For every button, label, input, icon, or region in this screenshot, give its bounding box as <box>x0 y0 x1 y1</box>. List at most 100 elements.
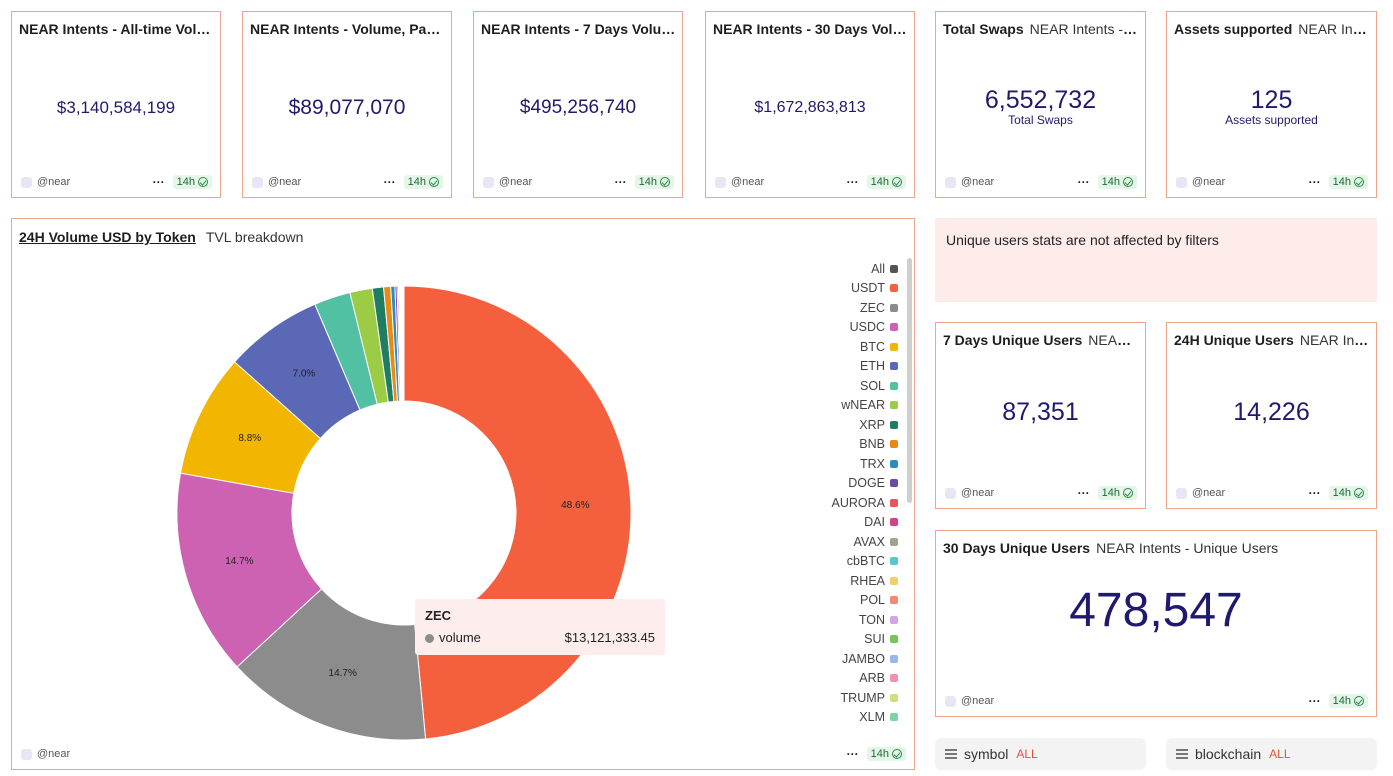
legend-item-sui[interactable]: SUI <box>803 630 898 650</box>
legend-swatch <box>890 323 898 332</box>
legend-item-sol[interactable]: SOL <box>803 376 898 396</box>
tab-tvl-breakdown[interactable]: TVL breakdown <box>205 229 304 245</box>
author[interactable]: @near <box>37 176 71 188</box>
card-footer: @near ··· 14h <box>945 173 1137 191</box>
legend-item-xlm[interactable]: XLM <box>803 708 898 728</box>
legend-item-avax[interactable]: AVAX <box>803 532 898 552</box>
author[interactable]: @near <box>731 176 765 188</box>
legend-item-rhea[interactable]: RHEA <box>803 571 898 591</box>
author[interactable]: @near <box>961 695 995 707</box>
card-24h-unique-users[interactable]: 24H Unique Users NEAR Intents - Unique Us… <box>1166 322 1377 509</box>
status-badge: 14h <box>866 175 906 189</box>
legend-label: ARB <box>859 671 885 686</box>
check-icon <box>1354 488 1364 498</box>
legend-scrollbar[interactable] <box>907 258 912 503</box>
legend-item-bnb[interactable]: BNB <box>803 435 898 455</box>
card-title[interactable]: NEAR Intents - Volume, Past 24H <box>250 21 445 37</box>
card-title[interactable]: 30 Days Unique Users NEAR Intents - Uniqu… <box>943 540 1370 556</box>
card-7d-unique-users[interactable]: 7 Days Unique Users NEAR Intents - Unique… <box>935 322 1146 509</box>
card-title[interactable]: NEAR Intents - All-time Volume USD <box>19 21 214 37</box>
legend-swatch <box>890 264 898 273</box>
more-icon[interactable]: ··· <box>614 175 627 189</box>
legend-item-zec[interactable]: ZEC <box>803 298 898 318</box>
legend-item-arb[interactable]: ARB <box>803 669 898 689</box>
legend-swatch <box>890 440 898 449</box>
legend-label: All <box>871 261 885 276</box>
legend-item-pol[interactable]: POL <box>803 591 898 611</box>
author[interactable]: @near <box>37 748 71 760</box>
card-title-main: 24H Unique Users <box>1174 332 1294 348</box>
card-title-main: 7 Days Unique Users <box>943 332 1083 348</box>
slice-label-eth: 7.0% <box>293 369 316 380</box>
tooltip-value: $13,121,333.45 <box>564 630 655 645</box>
status-badge: 14h <box>1328 175 1368 189</box>
users-notice: Unique users stats are not affected by f… <box>935 218 1377 302</box>
chart-tabs: 24H Volume USD by Token TVL breakdown <box>19 229 908 245</box>
author[interactable]: @near <box>268 176 302 188</box>
card-value: $89,077,070 <box>288 96 406 119</box>
more-icon[interactable]: ··· <box>1308 486 1321 500</box>
legend-item-trump[interactable]: TRUMP <box>803 688 898 708</box>
more-icon[interactable]: ··· <box>1077 486 1090 500</box>
legend-item-xrp[interactable]: XRP <box>803 415 898 435</box>
legend-item-all[interactable]: All <box>803 259 898 279</box>
legend-item-trx[interactable]: TRX <box>803 454 898 474</box>
card-volume-30d[interactable]: NEAR Intents - 30 Days Volume $1,672,863… <box>705 11 915 198</box>
more-icon[interactable]: ··· <box>1308 694 1321 708</box>
card-title[interactable]: Assets supported NEAR Intents - Assets <box>1174 21 1370 37</box>
card-30d-unique-users[interactable]: 30 Days Unique Users NEAR Intents - Uniqu… <box>935 530 1377 717</box>
more-icon[interactable]: ··· <box>1077 175 1090 189</box>
card-title[interactable]: 24H Unique Users NEAR Intents - Unique Us… <box>1174 332 1370 348</box>
filter-blockchain[interactable]: blockchain ALL <box>1166 738 1377 770</box>
author[interactable]: @near <box>499 176 533 188</box>
slice-zec[interactable] <box>236 588 427 741</box>
author[interactable]: @near <box>961 176 995 188</box>
legend-label: USDT <box>850 281 885 296</box>
card-value: $1,672,863,813 <box>754 99 866 116</box>
more-icon[interactable]: ··· <box>1308 175 1321 189</box>
card-all-time-volume[interactable]: NEAR Intents - All-time Volume USD $3,14… <box>11 11 221 198</box>
legend-item-cbbtc[interactable]: cbBTC <box>803 552 898 572</box>
legend-item-usdc[interactable]: USDC <box>803 318 898 338</box>
legend-item-jambo[interactable]: JAMBO <box>803 649 898 669</box>
author[interactable]: @near <box>961 487 995 499</box>
legend-label: XRP <box>859 417 885 432</box>
filter-symbol[interactable]: symbol ALL <box>935 738 1146 770</box>
card-title[interactable]: 7 Days Unique Users NEAR Intents - Unique… <box>943 332 1139 348</box>
legend-label: AURORA <box>831 495 885 510</box>
legend-item-eth[interactable]: ETH <box>803 357 898 377</box>
slice-usdc[interactable] <box>176 472 323 668</box>
card-title-main: Total Swaps <box>943 21 1024 37</box>
badge-age: 14h <box>1332 487 1351 499</box>
more-icon[interactable]: ··· <box>152 175 165 189</box>
legend-item-wnear[interactable]: wNEAR <box>803 396 898 416</box>
legend-item-doge[interactable]: DOGE <box>803 474 898 494</box>
card-volume-7d[interactable]: NEAR Intents - 7 Days Volume $495,256,74… <box>473 11 683 198</box>
legend-label: RHEA <box>850 573 885 588</box>
more-icon[interactable]: ··· <box>846 175 859 189</box>
card-footer: @near ··· 14h <box>21 745 906 763</box>
card-title[interactable]: Total Swaps NEAR Intents - Total Swaps <box>943 21 1139 37</box>
slice-usdt[interactable] <box>403 285 632 740</box>
legend-item-btc[interactable]: BTC <box>803 337 898 357</box>
legend-label: ZEC <box>860 300 885 315</box>
legend-item-dai[interactable]: DAI <box>803 513 898 533</box>
more-icon[interactable]: ··· <box>383 175 396 189</box>
card-title[interactable]: NEAR Intents - 30 Days Volume <box>713 21 908 37</box>
author[interactable]: @near <box>1192 176 1226 188</box>
legend-label: TRUMP <box>840 690 885 705</box>
more-icon[interactable]: ··· <box>846 747 859 761</box>
legend-swatch <box>890 693 898 702</box>
legend-item-ton[interactable]: TON <box>803 610 898 630</box>
legend-item-usdt[interactable]: USDT <box>803 279 898 299</box>
check-icon <box>429 177 439 187</box>
author[interactable]: @near <box>1192 487 1226 499</box>
card-volume-24h[interactable]: NEAR Intents - Volume, Past 24H $89,077,… <box>242 11 452 198</box>
card-value: 14,226 <box>1233 398 1310 426</box>
card-total-swaps[interactable]: Total Swaps NEAR Intents - Total Swaps 6,… <box>935 11 1146 198</box>
tab-volume-by-token[interactable]: 24H Volume USD by Token <box>19 229 196 245</box>
card-title[interactable]: NEAR Intents - 7 Days Volume <box>481 21 676 37</box>
legend-item-aurora[interactable]: AURORA <box>803 493 898 513</box>
card-assets-supported[interactable]: Assets supported NEAR Intents - Assets 12… <box>1166 11 1377 198</box>
legend-swatch <box>890 401 898 410</box>
